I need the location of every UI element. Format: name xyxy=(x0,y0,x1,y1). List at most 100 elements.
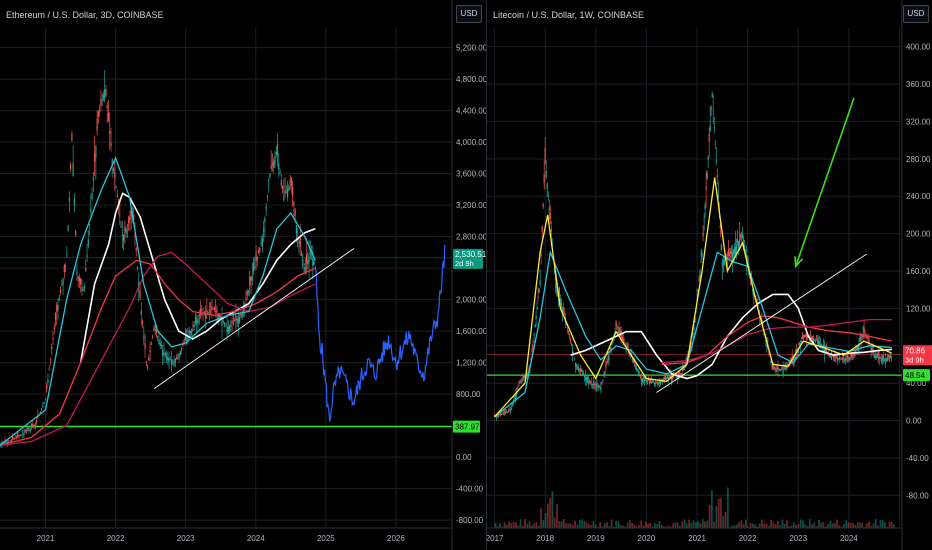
right-trend-line[interactable] xyxy=(656,253,867,393)
right-volume-bar xyxy=(886,526,889,528)
right-volume-bar xyxy=(708,504,711,528)
left-candle-body xyxy=(81,287,83,292)
right-candle-body xyxy=(659,381,662,384)
left-price-tick-label: 3,200.00 xyxy=(456,201,486,210)
right-candle-body xyxy=(864,333,866,335)
left-candle-body xyxy=(281,185,284,189)
right-candle-body xyxy=(730,251,733,254)
left-price-tick-label: 2,800.00 xyxy=(456,233,486,242)
right-volume-bar xyxy=(770,519,772,528)
right-candle-body xyxy=(595,383,597,386)
right-candle-body xyxy=(558,287,560,296)
left-candle-body xyxy=(227,326,229,334)
left-candle-body xyxy=(206,309,208,313)
left-candle-body xyxy=(30,424,33,428)
right-price-tick-label: -40.00 xyxy=(906,454,929,463)
right-volume-bar xyxy=(724,511,727,528)
right-volume-bar xyxy=(503,522,506,528)
right-volume-bar xyxy=(592,521,595,528)
right-candle-body xyxy=(642,376,644,380)
left-candle-body xyxy=(303,264,305,266)
right-candle-body xyxy=(829,355,831,357)
left-candle-body xyxy=(193,324,195,327)
left-trend-line[interactable] xyxy=(153,248,355,389)
left-candle-body xyxy=(252,262,255,272)
right-candle-body xyxy=(717,194,719,199)
left-candle-body xyxy=(20,434,23,436)
right-candle-body xyxy=(607,358,609,360)
left-candle-body xyxy=(220,316,222,319)
right-candle-body xyxy=(617,330,619,334)
right-candle-body xyxy=(655,382,658,384)
left-candle-body xyxy=(91,193,93,199)
left-price-tick-label: 1,600.00 xyxy=(456,327,486,336)
right-candle-body xyxy=(582,373,584,376)
right-volume-bar xyxy=(692,520,695,528)
litecoin-chart-pane[interactable]: -80.00 -40.00 0.00 40.00 120.00 160.00 200.00 2… xyxy=(487,0,932,550)
right-volume-bar xyxy=(528,521,531,528)
currency-button-right[interactable]: USD xyxy=(903,5,929,23)
right-candle-body xyxy=(575,365,578,367)
left-candle-body xyxy=(183,340,185,343)
litecoin-chart[interactable]: -80.00 -40.00 0.00 40.00 120.00 160.00 200.00 2… xyxy=(487,0,932,550)
right-candle-body xyxy=(622,337,624,341)
right-candle-body xyxy=(683,368,685,370)
left-candle-body xyxy=(250,276,252,281)
left-candle-body xyxy=(72,162,74,177)
left-candle-body xyxy=(107,113,110,122)
left-candle-body xyxy=(13,437,15,440)
left-candle-body xyxy=(221,319,223,327)
left-candle-body xyxy=(136,266,139,269)
right-volume-bar xyxy=(635,526,638,528)
right-candle-body xyxy=(813,339,816,341)
right-volume-bar xyxy=(747,526,750,528)
right-candle-body xyxy=(837,357,839,361)
left-candle-body xyxy=(141,320,144,324)
right-candle-body xyxy=(890,355,892,359)
right-candle-body xyxy=(703,220,705,222)
right-arrow-head[interactable] xyxy=(794,256,804,269)
right-support-tag-value: 48.54 xyxy=(905,371,926,380)
currency-button-left[interactable]: USD xyxy=(456,5,482,23)
right-candle-body xyxy=(812,339,815,344)
right-price-tick-label: 160.00 xyxy=(906,267,931,276)
right-volume-bar xyxy=(738,522,741,528)
left-candle-body xyxy=(280,180,282,186)
left-candle-body xyxy=(309,252,311,255)
right-volume-bar xyxy=(820,522,823,528)
right-candle-body xyxy=(851,354,853,357)
left-candle-body xyxy=(300,253,303,256)
left-time-tick-label: 2025 xyxy=(317,534,335,543)
right-candle-body xyxy=(700,261,702,263)
right-candle-body xyxy=(623,340,625,343)
right-candle-body xyxy=(635,367,637,370)
right-volume-bar xyxy=(781,519,784,528)
right-volume-bar xyxy=(531,525,533,528)
right-candle-body xyxy=(676,375,678,379)
right-candle-body xyxy=(881,358,883,362)
right-candle-body xyxy=(702,232,704,237)
right-price-tick-label: 240.00 xyxy=(906,192,931,201)
right-arrow-shaft[interactable] xyxy=(794,97,855,267)
left-candle-body xyxy=(28,429,30,432)
right-volume-bar xyxy=(772,522,775,528)
right-volume-bar xyxy=(672,523,675,528)
right-volume-bar xyxy=(656,524,659,528)
right-volume-bar xyxy=(751,523,754,528)
right-volume-bar xyxy=(786,520,788,528)
right-candle-body xyxy=(727,249,730,257)
right-volume-bar xyxy=(615,521,618,528)
ethereum-chart-pane[interactable]: -800.00 -400.00 0.00 800.00 1,200.00 1,600.00… xyxy=(0,0,487,550)
right-candle-body xyxy=(663,379,665,381)
right-volume-bar xyxy=(674,522,677,528)
left-candle-body xyxy=(299,237,301,248)
left-candle-body xyxy=(32,424,34,428)
right-candle-body xyxy=(518,385,520,387)
right-candle-body xyxy=(670,375,672,378)
right-candle-body xyxy=(802,336,804,339)
right-candle-body xyxy=(631,358,633,361)
right-volume-bar xyxy=(544,513,547,528)
ethereum-chart[interactable]: -800.00 -400.00 0.00 800.00 1,200.00 1,600.00… xyxy=(0,0,486,550)
right-volume-bar xyxy=(736,524,738,528)
right-candle-body xyxy=(583,373,585,375)
